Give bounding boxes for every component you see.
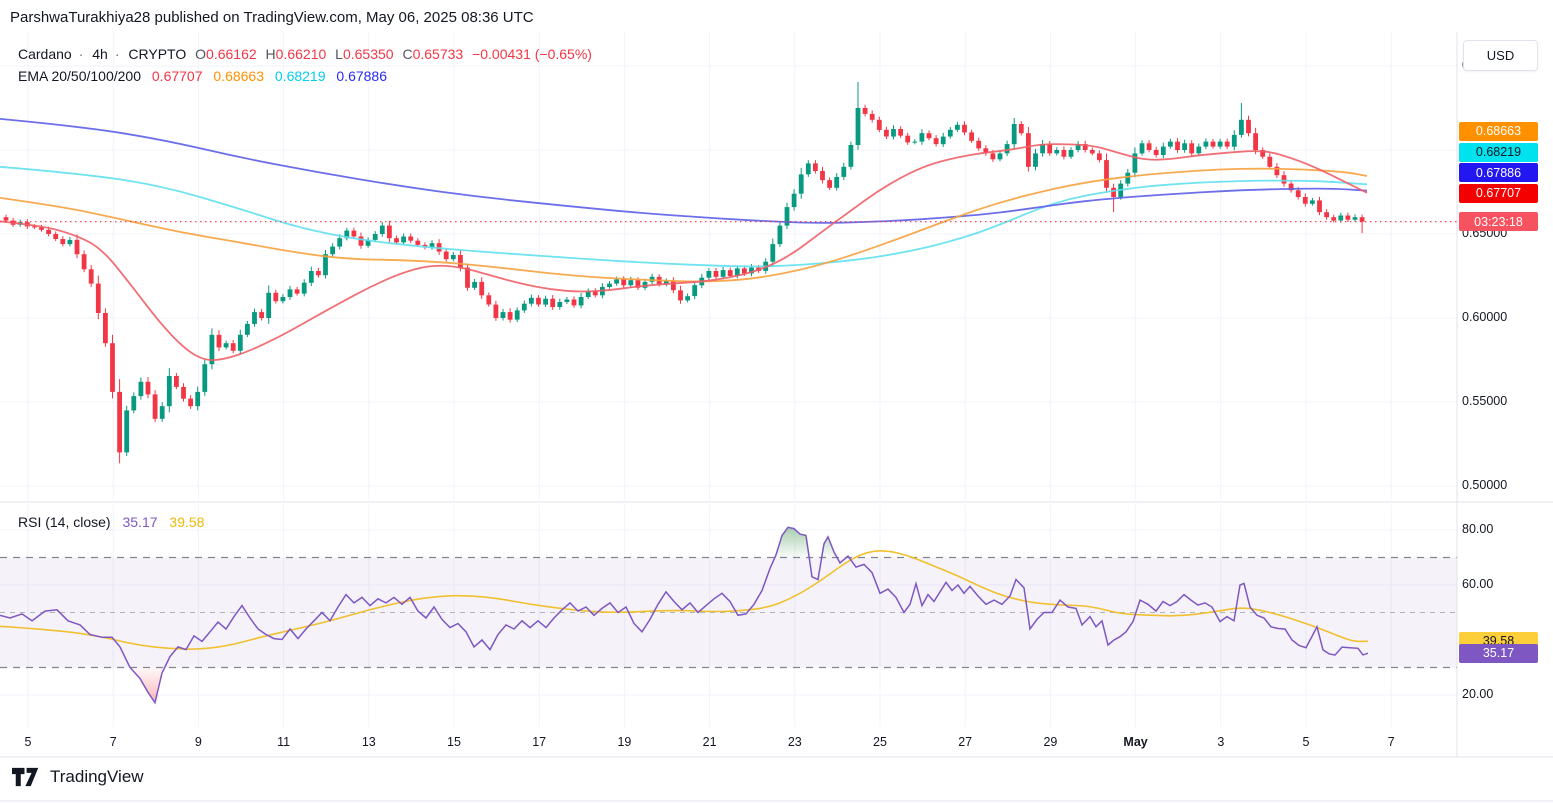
ema20-value: 0.67707: [151, 68, 203, 84]
candles-layer: [3, 82, 1365, 464]
price-tick-0.50000: 0.50000: [1462, 478, 1508, 492]
price-tick-0.55000: 0.55000: [1462, 394, 1508, 408]
time-tick-5-0[interactable]: 5: [24, 735, 32, 749]
ema200-value: 0.67886: [336, 68, 387, 84]
time-tick-9-2[interactable]: 9: [194, 735, 202, 749]
currency-toggle-button[interactable]: USD: [1463, 40, 1538, 71]
rsi-label[interactable]: RSI (14, close): [18, 514, 111, 530]
tradingview-logo-text: TradingView: [50, 767, 144, 786]
rsi-tick-80.00: 80.00: [1462, 522, 1494, 536]
open-letter: O: [195, 46, 207, 62]
ema100-line: [0, 165, 1368, 268]
rsi-value: 35.17: [122, 514, 158, 530]
countdown-label: 03:23:18: [1459, 212, 1538, 232]
low-value: 0.65350: [342, 46, 394, 62]
rsi-legend: RSI (14, close) 35.17 39.58: [18, 514, 212, 530]
time-tick-11-3[interactable]: 11: [277, 735, 291, 749]
rsi-band: [0, 557, 1457, 668]
time-tick-7-16[interactable]: 7: [1387, 735, 1395, 749]
rsi-tick-60.00: 60.00: [1462, 577, 1494, 591]
high-letter: H: [265, 46, 276, 62]
time-tick-May-13[interactable]: May: [1123, 735, 1148, 749]
time-tick-13-4[interactable]: 13: [361, 735, 376, 749]
ema-price-label-1: 0.68219: [1459, 142, 1538, 162]
time-tick-17-6[interactable]: 17: [532, 735, 547, 749]
ema-legend: EMA 20/50/100/200 0.67707 0.68663 0.6821…: [18, 68, 394, 84]
time-tick-29-12[interactable]: 29: [1043, 735, 1058, 749]
symbol-name[interactable]: Cardano: [18, 46, 72, 62]
rsi-ma-value: 39.58: [169, 514, 205, 530]
close-letter: C: [402, 46, 413, 62]
ema50-line: [0, 167, 1368, 283]
time-tick-25-10[interactable]: 25: [873, 735, 887, 749]
ema20-line: [0, 143, 1368, 361]
time-tick-5-15[interactable]: 5: [1302, 735, 1310, 749]
exchange: CRYPTO: [128, 46, 187, 62]
time-tick-27-11[interactable]: 27: [958, 735, 973, 749]
low-letter: L: [335, 46, 343, 62]
ema-price-label-3: 0.67707: [1459, 183, 1538, 203]
time-tick-21-8[interactable]: 21: [702, 735, 717, 749]
ema-price-label-2: 0.67886: [1459, 163, 1538, 182]
rsi-ma-line: [0, 550, 1369, 650]
time-tick-3-14[interactable]: 3: [1217, 735, 1225, 749]
interval[interactable]: 4h: [92, 46, 108, 62]
high-value: 0.66210: [275, 46, 327, 62]
ema-label[interactable]: EMA 20/50/100/200: [18, 68, 141, 84]
open-value: 0.66162: [206, 46, 257, 62]
ema-price-label-0: 0.68663: [1459, 121, 1538, 141]
tradingview-logo-icon: [12, 767, 39, 787]
change-value: −0.00431 (−0.65%): [472, 46, 592, 62]
publish-header: ParshwaTurakhiya28 published on TradingV…: [10, 9, 534, 26]
rsi-oversold-fill: [0, 667, 1368, 703]
rsi-badge-35.17: 35.17: [1459, 643, 1538, 663]
time-tick-23-9[interactable]: 23: [787, 735, 802, 749]
rsi-tick-20.00: 20.00: [1462, 687, 1494, 701]
rsi-line: [0, 526, 1369, 705]
symbol-legend: Cardano · 4h · CRYPTO O0.66162 H0.66210 L0…: [18, 46, 592, 62]
time-tick-7-1[interactable]: 7: [109, 735, 117, 749]
time-tick-19-7[interactable]: 19: [617, 735, 632, 749]
tradingview-logo[interactable]: TradingView: [12, 766, 144, 788]
time-tick-15-5[interactable]: 15: [447, 735, 461, 749]
ema200-line: [0, 118, 1368, 224]
close-value: 0.65733: [412, 46, 464, 62]
ema100-value: 0.68219: [274, 68, 326, 84]
ema50-value: 0.68663: [213, 68, 264, 84]
price-tick-0.60000: 0.60000: [1462, 310, 1508, 324]
